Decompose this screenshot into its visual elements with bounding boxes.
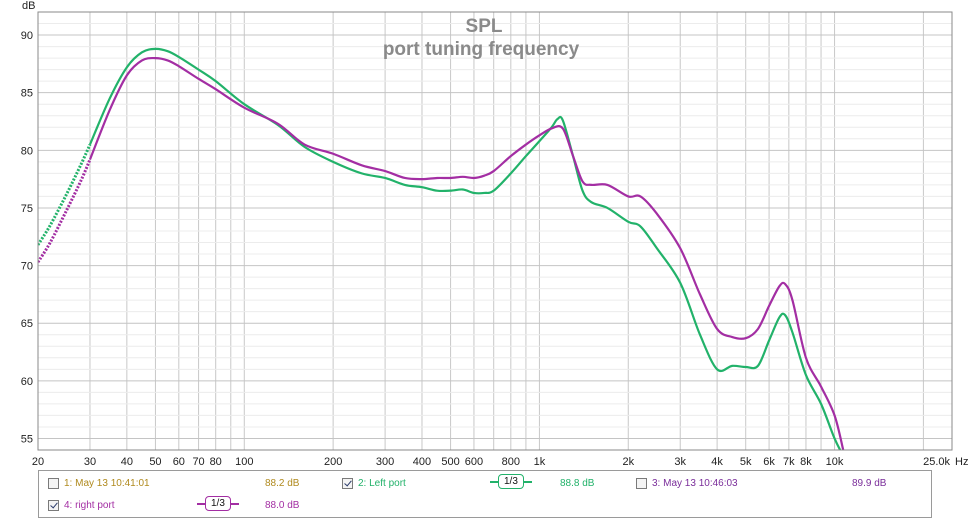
y-tick-label: 60: [21, 376, 33, 388]
plot-border: [37, 11, 953, 451]
chart-title: SPL: [466, 16, 503, 37]
x-tick-label: 5k: [740, 456, 752, 468]
x-tick-label: 500: [441, 456, 459, 468]
y-tick-label: 80: [21, 145, 33, 157]
y-tick-label: 55: [21, 433, 33, 445]
legend-item-4-value: 88.0 dB: [265, 500, 300, 511]
x-tick-label: 80: [210, 456, 222, 468]
y-tick-label: 70: [21, 261, 33, 273]
legend-item-3-checkbox[interactable]: [636, 477, 647, 489]
x-tick-label: 400: [413, 456, 431, 468]
legend-item-2-value: 88.8 dB: [560, 478, 595, 489]
legend-item-3-label: 3: May 13 10:46:03: [652, 477, 738, 489]
legend-item-3[interactable]: 3: May 13 10:46:03: [636, 475, 738, 491]
legend-panel: 1: May 13 10:41:01 88.2 dB 2: Left port …: [38, 470, 932, 518]
series-line-1: [88, 47, 842, 450]
smoothing-fraction-label: 1/3: [498, 474, 524, 489]
x-tick-label: 7k: [783, 456, 795, 468]
x-tick-label: 3k: [674, 456, 686, 468]
y-tick-label: 90: [21, 30, 33, 42]
y-tick-label: 75: [21, 203, 33, 215]
x-axis-ticks: 20 30 40 50 60 70 80 100 200 300 400 500 600 800 1k 2k 3…: [32, 456, 951, 468]
x-tick-label: 25.0k: [923, 456, 950, 468]
y-tick-label: 85: [21, 88, 33, 100]
x-tick-label: 50: [149, 456, 161, 468]
spl-chart: 55 60 65 70 75 80 85 90 20 30 40 50 60 70 80 100 200 300…: [21, 0, 969, 468]
legend-item-2-label: 2: Left port: [358, 477, 406, 489]
x-tick-label: 40: [121, 456, 133, 468]
legend-item-1-label: 1: May 13 10:41:01: [64, 477, 150, 489]
legend-item-2-checkbox[interactable]: [342, 477, 353, 489]
x-tick-label: 10k: [826, 456, 844, 468]
legend-item-1-checkbox[interactable]: [48, 477, 59, 489]
y-tick-label: 65: [21, 318, 33, 330]
legend-item-4-label: 4: right port: [64, 499, 115, 511]
legend-item-4[interactable]: 4: right port: [48, 497, 115, 513]
x-axis-unit: Hz: [955, 456, 968, 468]
x-tick-label: 300: [376, 456, 394, 468]
series-line-2: [88, 56, 845, 450]
series-line-lowfreq-1: [38, 143, 92, 246]
x-tick-label: 1k: [534, 456, 546, 468]
legend-item-1[interactable]: 1: May 13 10:41:01: [48, 475, 150, 491]
legend-item-3-value: 89.9 dB: [852, 478, 887, 489]
legend-item-2-smoothing[interactable]: 1/3: [490, 474, 532, 489]
series-line-lowfreq-2: [38, 158, 92, 263]
x-tick-label: 2k: [622, 456, 634, 468]
chart-series: [38, 47, 845, 450]
x-tick-label: 20: [32, 456, 44, 468]
x-tick-label: 200: [324, 456, 342, 468]
chart-grid: [38, 11, 952, 451]
x-tick-label: 8k: [800, 456, 812, 468]
x-tick-label: 800: [502, 456, 520, 468]
legend-item-1-value: 88.2 dB: [265, 478, 300, 489]
x-tick-label: 30: [84, 456, 96, 468]
y-axis-label: dB: [22, 0, 35, 12]
chart-subtitle: port tuning frequency: [383, 39, 580, 60]
legend-item-4-smoothing[interactable]: 1/3: [197, 496, 239, 511]
x-tick-label: 70: [192, 456, 204, 468]
x-tick-label: 6k: [763, 456, 775, 468]
legend-item-4-checkbox[interactable]: [48, 499, 59, 511]
smoothing-fraction-label: 1/3: [205, 496, 231, 511]
x-tick-label: 4k: [711, 456, 723, 468]
legend-item-2[interactable]: 2: Left port: [342, 475, 406, 491]
x-tick-label: 60: [173, 456, 185, 468]
y-axis-ticks: 55 60 65 70 75 80 85 90: [21, 30, 33, 445]
x-tick-label: 600: [465, 456, 483, 468]
x-tick-label: 100: [235, 456, 253, 468]
